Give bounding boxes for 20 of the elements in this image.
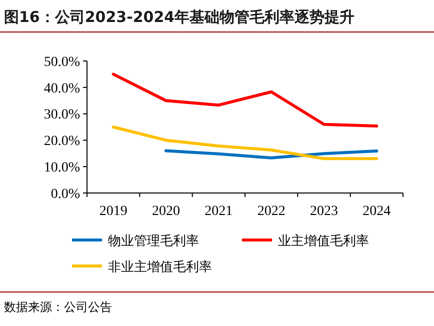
x-tick-label: 2024 (362, 204, 391, 219)
legend-label: 非业主增值毛利率 (108, 259, 212, 275)
source-note: 数据来源：公司公告 (4, 300, 112, 314)
legend-label: 业主增值毛利率 (278, 233, 369, 249)
x-tick-label: 2022 (257, 204, 286, 219)
y-tick-label: 0.0% (50, 186, 80, 202)
y-tick-label: 40.0% (44, 81, 80, 96)
y-tick-label: 50.0% (44, 54, 80, 70)
y-tick-label: 20.0% (44, 134, 80, 150)
line-series (164, 149, 378, 160)
legend-label: 物业管理毛利率 (108, 233, 199, 249)
x-tick-label: 2020 (152, 204, 180, 219)
x-tick-label: 2019 (99, 204, 128, 219)
y-tick-label: 10.0% (44, 160, 80, 176)
y-tick-label: 30.0% (44, 108, 80, 123)
line-series (112, 126, 378, 160)
line-series (112, 72, 378, 128)
x-tick-label: 2021 (204, 204, 233, 219)
x-tick-label: 2023 (310, 204, 338, 219)
chart-title: 图16：公司2023-2024年基础物管毛利率逐势提升 (4, 8, 355, 26)
